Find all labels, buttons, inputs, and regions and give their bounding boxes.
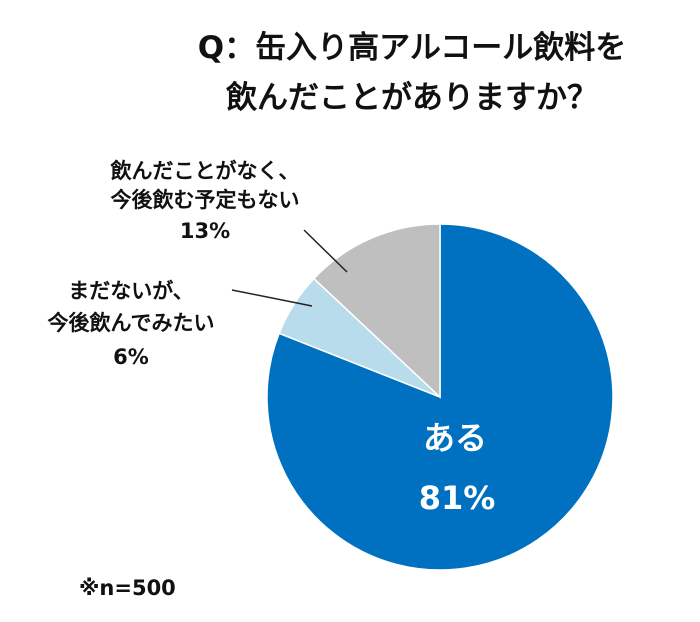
label-want-to-try-line-1: まだないが、: [68, 279, 194, 303]
label-want-to-try-line-2: 今後飲んでみたい: [48, 311, 215, 335]
label-no-plan-line-1: 飲んだことがなく、: [110, 159, 300, 183]
leader-line-want-to-try: [231, 289, 313, 307]
chart-title-line-2: 飲んだことがありますか？: [226, 80, 598, 116]
label-want-to-try-value: 6%: [113, 345, 149, 369]
chart-title-line-1: Q：缶入り高アルコール飲料を: [198, 30, 626, 66]
label-no-plan-line-2: 今後飲む予定もない: [111, 188, 300, 212]
label-yes: ある: [423, 419, 487, 457]
label-yes-value: 81%: [419, 479, 496, 517]
slice-no-plan: [312, 223, 441, 399]
leader-line-no-plan: [303, 229, 348, 273]
label-no-plan-value: 13%: [180, 219, 230, 243]
sample-size-note: ※n=500: [79, 576, 176, 600]
